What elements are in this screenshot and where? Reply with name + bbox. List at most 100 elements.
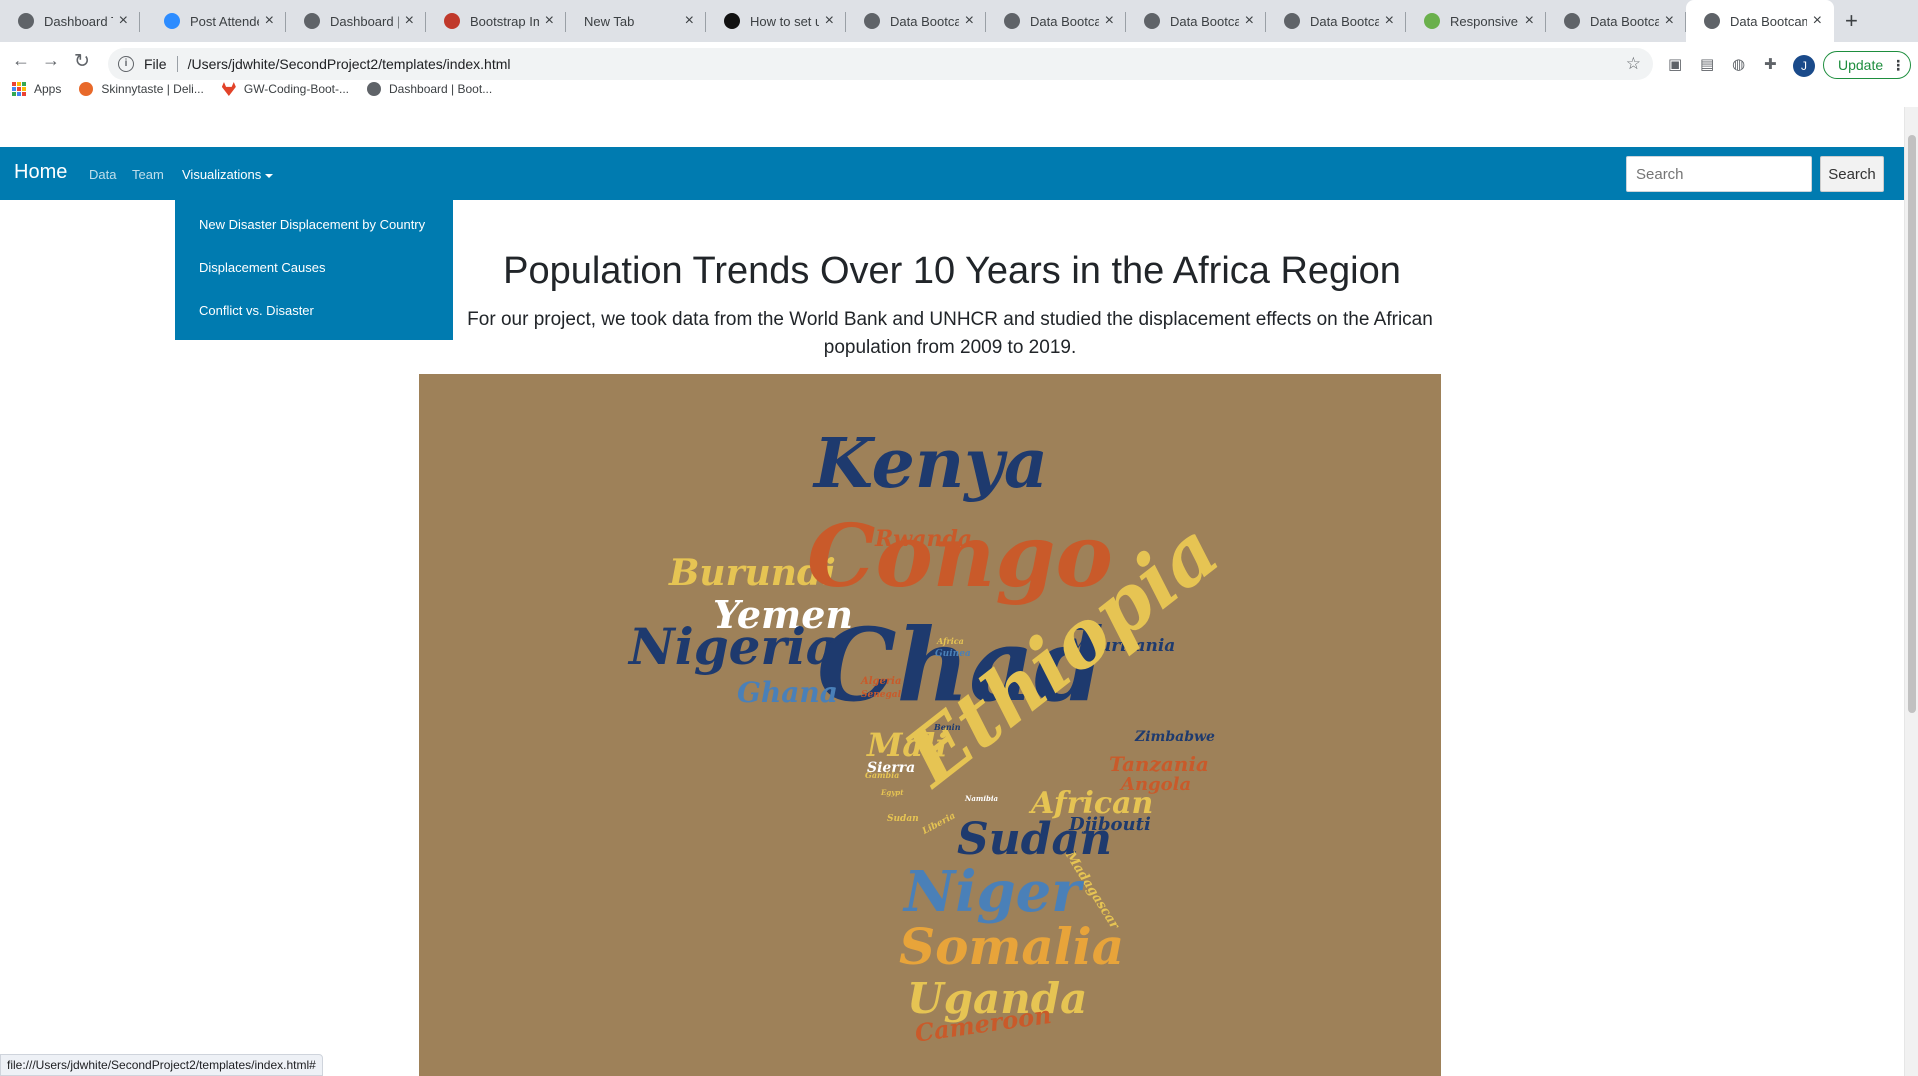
browser-tab[interactable]: New Tab × [566, 0, 706, 42]
browser-tab[interactable]: Post Attende × [146, 0, 286, 42]
menu-dots-icon[interactable]: ⋮ [1891, 56, 1906, 73]
globe-icon [367, 82, 382, 96]
browser-toolbar: ← → ↻ i File /Users/jdwhite/SecondProjec… [0, 42, 1918, 112]
tab-close-icon[interactable]: × [964, 12, 974, 29]
tab-close-icon[interactable]: × [404, 12, 414, 29]
reload-icon[interactable]: ↻ [74, 51, 90, 72]
address-bar[interactable]: i File /Users/jdwhite/SecondProject2/tem… [108, 48, 1653, 80]
tab-close-icon[interactable]: × [1104, 12, 1114, 29]
browser-tab[interactable]: Data Bootcam × [1126, 0, 1266, 42]
tab-title: New Tab [584, 13, 635, 29]
tab-favicon-icon [164, 13, 180, 29]
browser-tab[interactable]: Data Bootcam × [986, 0, 1126, 42]
status-bar-url: file:///Users/jdwhite/SecondProject2/tem… [0, 1054, 323, 1076]
tab-title: Bootstrap Ima [470, 13, 539, 29]
tab-title: Dashboard Te [44, 13, 113, 29]
browser-tab[interactable]: Data Bootcam × [846, 0, 986, 42]
search-input[interactable] [1626, 156, 1812, 192]
info-icon[interactable]: i [118, 56, 134, 72]
bookmark-apps[interactable]: Apps [12, 82, 61, 96]
dropdown-item-conflict-vs-disaster[interactable]: Conflict vs. Disaster [199, 303, 314, 318]
visualizations-dropdown-menu: New Disaster Displacement by Country Dis… [175, 200, 453, 340]
nav-link-visualizations[interactable]: Visualizations [182, 167, 274, 182]
tab-close-icon[interactable]: × [1664, 12, 1674, 29]
search-button[interactable]: Search [1820, 156, 1884, 192]
browser-tab[interactable]: How to set up × [706, 0, 846, 42]
bookmark-star-icon[interactable]: ☆ [1625, 54, 1641, 73]
browser-tab-strip: Dashboard Te × Post Attende × Dashboard | E ×… [0, 0, 1918, 42]
page-viewport: Home Data Team Visualizations Search New… [0, 107, 1904, 1076]
update-button[interactable]: Update ⋮ [1823, 51, 1911, 79]
bookmark-dashboard[interactable]: Dashboard | Boot... [367, 82, 492, 96]
dropdown-item-new-disaster-displacement[interactable]: New Disaster Displacement by Country [199, 217, 426, 232]
back-icon[interactable]: ← [12, 50, 30, 70]
new-tab-icon[interactable]: + [1845, 8, 1858, 33]
navbar-brand-home[interactable]: Home [14, 161, 68, 183]
tab-title: Data Bootcam [890, 13, 959, 29]
browser-tab[interactable]: Responsive W × [1406, 0, 1546, 42]
page-scrollbar[interactable] [1904, 107, 1918, 1076]
tab-close-icon[interactable]: × [1524, 12, 1534, 29]
tab-favicon-icon [1704, 13, 1720, 29]
browser-tab[interactable]: Data Bootcam × [1266, 0, 1406, 42]
browser-tab[interactable]: Data Bootcam × [1546, 0, 1686, 42]
word-cloud-word: Somalia [899, 917, 1125, 976]
globe-extension-icon[interactable]: ◍ [1732, 56, 1746, 73]
tab-title: Responsive W [1450, 13, 1519, 29]
tab-title: Data Bootcam [1030, 13, 1099, 29]
tab-favicon-icon [864, 13, 880, 29]
word-cloud-word: Namibia [965, 794, 999, 803]
word-cloud-word: Chad [817, 606, 1105, 724]
word-cloud-word: Africa [937, 636, 964, 646]
word-cloud-word: Liberia [921, 811, 958, 837]
tab-favicon-icon [304, 13, 320, 29]
browser-tab[interactable]: Data Bootcam × [1686, 0, 1834, 42]
word-cloud-word: Senegal [861, 690, 902, 700]
browser-tab[interactable]: Dashboard Te × [0, 0, 140, 42]
gitlab-icon [221, 82, 236, 96]
word-cloud-word: Algeria [861, 676, 902, 687]
tab-close-icon[interactable]: × [118, 12, 128, 29]
bookmark-skinnytaste[interactable]: Skinnytaste | Deli... [79, 82, 204, 96]
bookmark-gitlab[interactable]: GW-Coding-Boot-... [221, 82, 350, 96]
forward-icon[interactable]: → [42, 50, 60, 70]
word-cloud-word: Zimbabwe [1135, 729, 1215, 745]
url-text[interactable]: /Users/jdwhite/SecondProject2/templates/… [187, 56, 511, 72]
nav-link-team[interactable]: Team [132, 167, 164, 182]
page-title: Population Trends Over 10 Years in the A… [503, 250, 1401, 292]
tab-close-icon[interactable]: × [1812, 12, 1822, 29]
tab-favicon-icon [1424, 13, 1440, 29]
word-cloud-word: Tanzania [1109, 752, 1209, 776]
reader-extension-icon[interactable]: ▤ [1700, 56, 1715, 73]
word-cloud-word: African [1031, 786, 1154, 821]
facebook-extension-icon[interactable]: ▣ [1668, 56, 1683, 73]
bookmark-label: Dashboard | Boot... [389, 82, 493, 96]
tab-favicon-icon [724, 13, 740, 29]
tab-close-icon[interactable]: × [1384, 12, 1394, 29]
word-cloud-word: Mali [867, 726, 948, 764]
tab-close-icon[interactable]: × [824, 12, 834, 29]
bookmark-label: GW-Coding-Boot-... [243, 82, 350, 96]
nav-link-label: Visualizations [182, 167, 262, 182]
tab-close-icon[interactable]: × [544, 12, 554, 29]
word-cloud-word: Guinea [935, 649, 971, 659]
scrollbar-thumb[interactable] [1908, 135, 1916, 713]
update-label: Update [1838, 57, 1884, 73]
word-cloud-word: Nigeria [629, 617, 839, 676]
profile-avatar[interactable]: J [1793, 55, 1815, 77]
word-cloud-word: Benin [934, 722, 961, 732]
tab-close-icon[interactable]: × [1244, 12, 1254, 29]
word-cloud-word: Kenya [814, 424, 1048, 504]
browser-tab[interactable]: Dashboard | E × [286, 0, 426, 42]
word-cloud-word: Sudan [957, 814, 1113, 865]
tab-close-icon[interactable]: × [264, 12, 274, 29]
tab-favicon-icon [1144, 13, 1160, 29]
tab-close-icon[interactable]: × [684, 12, 694, 29]
nav-link-data[interactable]: Data [89, 167, 117, 182]
tab-title: Data Bootcam [1170, 13, 1239, 29]
browser-tab[interactable]: Bootstrap Ima × [426, 0, 566, 42]
tab-title: How to set up [750, 13, 819, 29]
tab-favicon-icon [1004, 13, 1020, 29]
puzzle-extensions-icon[interactable]: ✚ [1764, 56, 1777, 73]
dropdown-item-displacement-causes[interactable]: Displacement Causes [199, 260, 326, 275]
